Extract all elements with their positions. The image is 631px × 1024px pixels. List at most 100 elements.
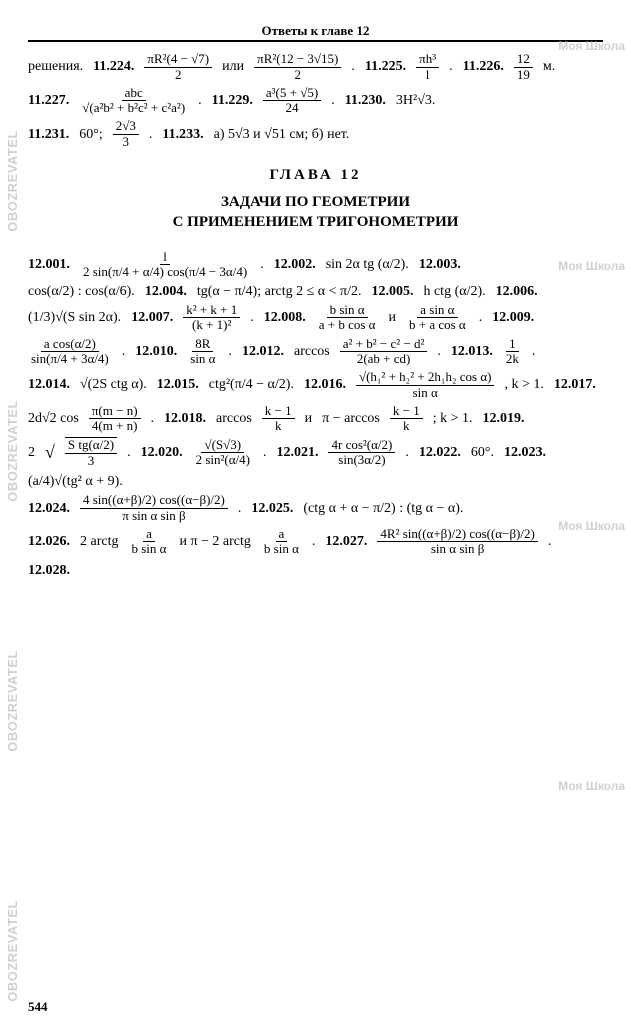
title-line-1: ЗАДАЧИ ПО ГЕОМЕТРИИ (221, 194, 410, 210)
problem-number: 12.016. (304, 377, 346, 392)
problem-number: 12.017. (554, 377, 596, 392)
problem-number: 12.014. (28, 377, 70, 392)
text: 2 (28, 445, 35, 460)
watermark-oboz: OBOZREVATEL (6, 650, 20, 752)
text: . (260, 257, 264, 272)
answers-line: 12.014. √(2S ctg α). 12.015. ctg²(π/4 − … (28, 370, 603, 400)
answers-line: (1/3)√(S sin 2α). 12.007. k² + k + 1 (k … (28, 303, 603, 333)
text: , k > 1. (504, 377, 543, 392)
denominator: a + b cos α (316, 318, 379, 332)
problem-number: 11.226. (463, 59, 504, 74)
text: cos(α/2) : cos(α/6). (28, 284, 135, 299)
problem-number: 12.023. (504, 445, 546, 460)
numerator: 2√3 (113, 119, 139, 134)
denominator: 4(m + n) (89, 419, 141, 433)
text: . (449, 59, 453, 74)
fraction: πR²(12 − 3√15) 2 (254, 52, 341, 82)
text: (a/4)√(tg² α + 9). (28, 474, 123, 489)
numerator: k² + k + 1 (183, 303, 240, 318)
text: arccos (294, 344, 330, 359)
problem-number: 12.006. (496, 284, 538, 299)
text: . (122, 344, 126, 359)
text: . (437, 344, 441, 359)
text: tg(α − π/4); arctg 2 ≤ α < π/2. (197, 284, 362, 299)
problem-number: 12.013. (451, 344, 493, 359)
fraction: πh³ l (416, 52, 439, 82)
problem-number: 11.230. (345, 93, 386, 108)
fraction: a b sin α (261, 527, 302, 557)
problem-number: 12.009. (492, 310, 534, 325)
denominator: b sin α (261, 542, 302, 556)
page-number: 544 (28, 1000, 48, 1014)
problem-number: 12.003. (419, 257, 461, 272)
denominator: 2 (292, 68, 305, 82)
fraction: 12 19 (514, 52, 533, 82)
fraction: 4r cos²(α/2) sin(3α/2) (328, 438, 395, 468)
fraction: a b sin α (128, 527, 169, 557)
fraction: k² + k + 1 (k + 1)² (183, 303, 240, 333)
answers-line-2: 11.227. abc √(a²b² + b²c² + c²a²) . 11.2… (28, 86, 603, 116)
problem-number: 12.021. (276, 445, 318, 460)
answers-line: 2d√2 cos π(m − n) 4(m + n) . 12.018. arc… (28, 404, 603, 434)
fraction: 2√3 3 (113, 119, 139, 149)
answers-line-1: решения. 11.224. πR²(4 − √7) 2 или πR²(1… (28, 52, 603, 82)
problem-number: 12.020. (141, 445, 183, 460)
page-header: Ответы к главе 12 (28, 24, 603, 42)
fraction: 8R sin α (187, 337, 218, 367)
text: . (351, 59, 355, 74)
denominator: sin(3α/2) (335, 453, 388, 467)
text: и (389, 310, 397, 325)
problem-number: 11.229. (212, 93, 253, 108)
denominator: k (400, 419, 413, 433)
text: . (532, 344, 536, 359)
denominator: 3 (120, 135, 133, 149)
text: и (305, 411, 313, 426)
numerator: S tg(α/2) (65, 438, 117, 453)
denominator: 19 (514, 68, 533, 82)
problem-number: 12.002. (274, 257, 316, 272)
numerator: a sin α (417, 303, 457, 318)
radical-icon: √ (45, 443, 55, 463)
numerator: l (160, 250, 170, 265)
text: . (331, 93, 335, 108)
numerator: k − 1 (390, 404, 423, 419)
problem-number: 12.005. (371, 284, 413, 299)
text: . (250, 310, 254, 325)
numerator: k − 1 (262, 404, 295, 419)
problem-number: 12.019. (483, 411, 525, 426)
numerator: 4 sin((α+β)/2) cos((α−β)/2) (80, 493, 228, 508)
problem-number: 12.010. (135, 344, 177, 359)
watermark-oboz: OBOZREVATEL (6, 900, 20, 1002)
problem-number: 12.025. (251, 501, 293, 516)
text: sin 2α tg (α/2). (326, 257, 409, 272)
numerator: 4r cos²(α/2) (328, 438, 395, 453)
text: 2d√2 cos (28, 411, 79, 426)
answers-line: 12.026. 2 arctg a b sin α и π − 2 arctg … (28, 527, 603, 578)
problem-number: 12.018. (164, 411, 206, 426)
answers-line: 2 √ S tg(α/2) 3 . 12.020. √(S√3) 2 sin²(… (28, 437, 603, 489)
denominator: sin α sin β (428, 542, 488, 556)
numerator: 1 (506, 337, 519, 352)
text: . (127, 445, 131, 460)
text: 3H²√3. (396, 93, 436, 108)
fraction: √(h₁² + h₂² + 2h₁h₂ cos α) sin α (356, 370, 495, 400)
watermark-oboz: OBOZREVATEL (6, 130, 20, 232)
answers-line: 12.001. l 2 sin(π/4 + α/4) cos(π/4 − 3α/… (28, 250, 603, 280)
answers-line: 12.024. 4 sin((α+β)/2) cos((α−β)/2) π si… (28, 493, 603, 523)
fraction: l 2 sin(π/4 + α/4) cos(π/4 − 3α/4) (80, 250, 250, 280)
fraction: abc √(a²b² + b²c² + c²a²) (79, 86, 188, 116)
fraction: √(S√3) 2 sin²(α/4) (193, 438, 253, 468)
denominator: (k + 1)² (189, 318, 234, 332)
problem-number: 12.004. (145, 284, 187, 299)
denominator: 3 (85, 454, 98, 468)
numerator: √(S√3) (201, 438, 244, 453)
chapter-label: ГЛАВА 12 (28, 167, 603, 184)
answers-line-3: 11.231. 60°; 2√3 3 . 11.233. а) 5√3 и √5… (28, 119, 603, 149)
denominator: 2k (503, 352, 522, 366)
fraction: a² + b² − c² − d² 2(ab + cd) (340, 337, 428, 367)
text: (ctg α + α − π/2) : (tg α − α). (303, 501, 463, 516)
text: ctg²(π/4 − α/2). (209, 377, 294, 392)
problem-number: 12.026. (28, 534, 70, 549)
numerator: π(m − n) (89, 404, 141, 419)
problem-number: 11.224. (93, 59, 134, 74)
